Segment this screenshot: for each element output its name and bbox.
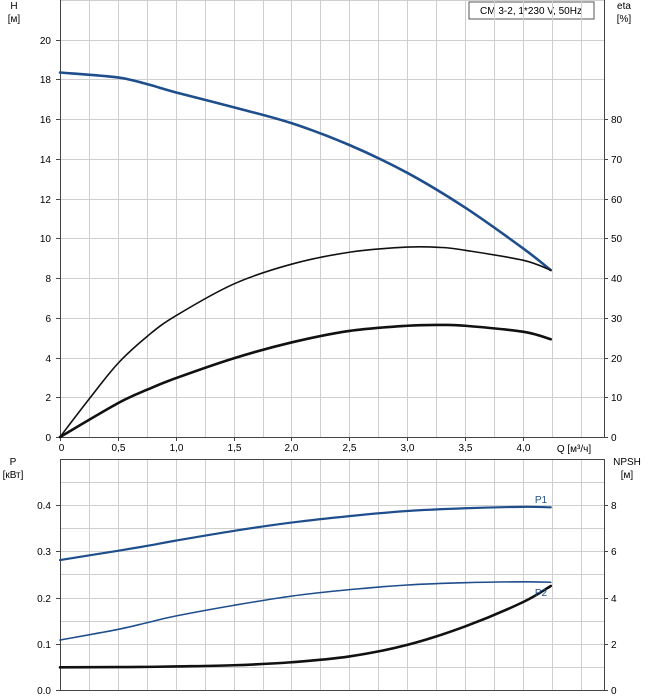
top-curve-series-2 [58,323,553,439]
top-right-tick-label: 0 [611,433,617,444]
bottom-left-tick-label: 0.4 [37,501,51,512]
top-right-tick-label: 70 [611,155,623,166]
bottom-left-tick-label: 0.1 [37,640,51,651]
bottom-left-tick-label: 0.3 [37,547,51,558]
top-curve-series-0 [58,71,553,272]
bottom-right-tick-label: 8 [611,501,617,512]
top-left-tick-label: 14 [40,155,52,166]
top-left-axis-label: H [10,1,17,12]
top-left-tick-label: 6 [45,314,51,325]
top-x-tick-label: 3,5 [459,443,473,454]
top-left-tick-label: 18 [40,75,52,86]
series-label-p1: P1 [535,495,548,506]
bottom-right-tick-label: 0 [611,686,617,697]
chart-title-box [468,1,595,20]
top-x-tick-label: 1,5 [228,443,242,454]
top-chart-curves [58,71,553,439]
top-left-tick-label: 20 [40,36,52,47]
bottom-chart-axes: 0.0 0.1 0.2 0.3 0.4 0 2 4 6 8 [37,459,617,697]
bottom-chart-grid [60,459,604,690]
top-x-axis-label: Q [м³/ч] [557,444,592,455]
top-left-tick-label: 4 [45,354,51,365]
top-x-tick-label: 1,0 [170,443,184,454]
bottom-left-axis-label: P [10,457,17,468]
bottom-right-axis-label: NPSH [613,457,641,468]
bottom-right-tick-label: 6 [611,547,617,558]
top-x-tick-label: 0 [59,443,65,454]
top-left-tick-label: 10 [40,234,52,245]
top-right-tick-label: 20 [611,354,623,365]
top-x-tick-label: 0,5 [112,443,126,454]
top-x-tick-label: 2,5 [343,443,357,454]
bottom-left-tick-label: 0.2 [37,594,51,605]
top-right-tick-label: 30 [611,314,623,325]
bottom-right-tick-label: 2 [611,640,617,651]
top-left-tick-label: 12 [40,195,52,206]
chart-title: CM 3-2, 1*230 V, 50Hz [480,6,582,17]
top-chart-grid [60,0,604,437]
bottom-curve-p1 [58,505,552,562]
top-right-axis-unit: [%] [617,14,632,25]
bottom-curve-series-2 [58,584,553,669]
top-right-tick-label: 50 [611,234,623,245]
bottom-right-axis-unit: [м] [621,470,634,481]
top-chart-axes: 0 2 4 6 8 10 12 14 16 18 20 0 10 20 30 40 50 60 70 80 0 0,5 1,… [40,0,623,454]
bottom-right-tick-label: 4 [611,594,617,605]
top-left-tick-label: 8 [45,274,51,285]
bottom-left-axis-unit: [кВт] [3,470,24,481]
top-x-tick-label: 4,0 [517,443,531,454]
top-left-tick-label: 2 [45,393,51,404]
top-left-axis-unit: [м] [8,14,21,25]
top-x-tick-label: 2,0 [285,443,299,454]
top-right-tick-label: 60 [611,195,623,206]
top-right-axis-label: eta [617,1,631,12]
top-curve-series-1 [59,245,552,438]
bottom-left-tick-label: 0.0 [37,686,51,697]
top-right-tick-label: 80 [611,115,623,126]
series-label-p2: P2 [535,588,548,599]
bottom-curve-p2 [59,580,552,641]
bottom-chart-curves [58,505,553,669]
top-x-tick-label: 3,0 [401,443,415,454]
top-left-tick-label: 0 [45,433,51,444]
top-left-tick-label: 16 [40,115,52,126]
top-right-tick-label: 40 [611,274,623,285]
top-right-tick-label: 10 [611,393,623,404]
